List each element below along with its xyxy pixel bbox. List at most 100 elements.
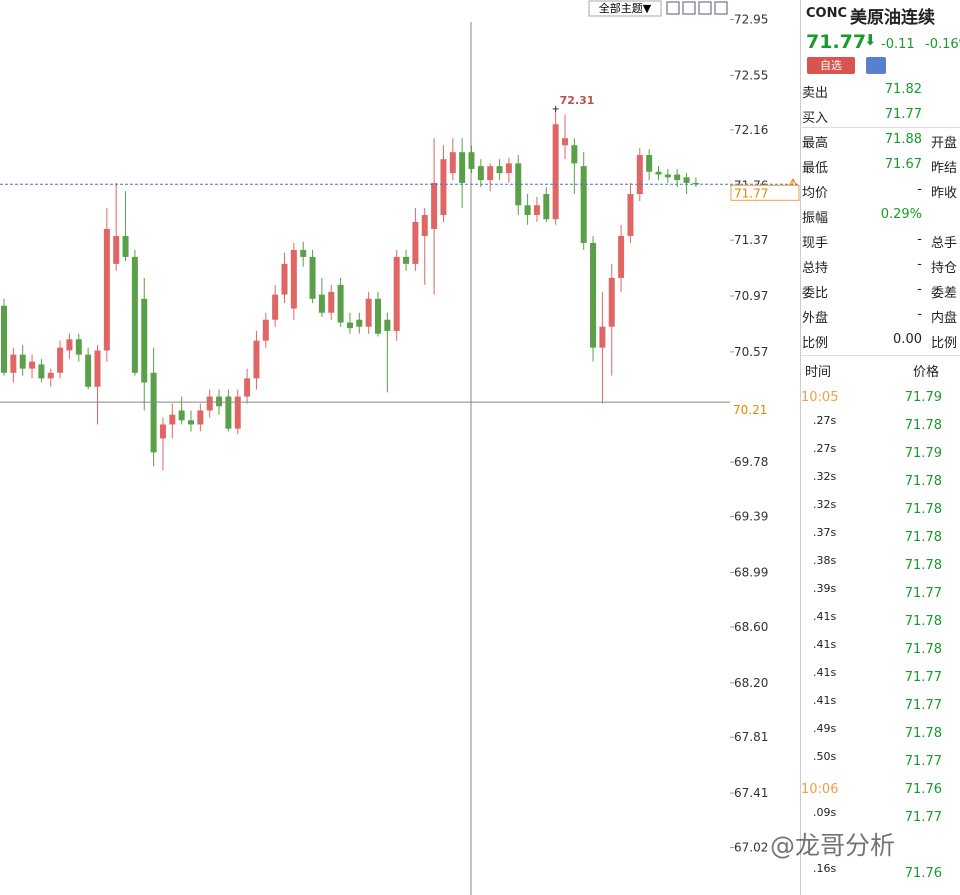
candle-body: [403, 256, 410, 264]
candle-body: [94, 350, 101, 387]
candle-body: [66, 339, 73, 351]
candle-body: [178, 410, 185, 421]
y-tick-label: 71.37: [734, 233, 768, 247]
candle-body: [664, 174, 671, 178]
candle-body: [692, 182, 699, 185]
toolbar-icons[interactable]: [666, 1, 728, 15]
trade-price: 71.77: [904, 586, 942, 601]
candle-body: [281, 263, 288, 295]
trade-price: 71.76: [904, 782, 942, 797]
candle-body: [309, 256, 316, 299]
trade-price: 71.78: [904, 558, 942, 573]
candle-body: [655, 171, 662, 175]
watch-button[interactable]: 自选: [807, 57, 855, 74]
candle-body: [244, 378, 251, 397]
theme-button[interactable]: [588, 0, 662, 17]
stat-value: 0.29%: [880, 207, 922, 222]
trades-header: 价格: [913, 365, 940, 380]
stat-label: 委比: [802, 286, 829, 301]
trade-price: 71.79: [904, 446, 942, 461]
y-tick-label: 67.41: [734, 786, 768, 800]
candle-body: [459, 152, 466, 183]
trade-time: .32s: [813, 498, 837, 511]
stat-label2: 总手: [931, 236, 958, 251]
max-label: 72.31: [560, 94, 595, 107]
candle-body: [524, 205, 531, 216]
trade-time: .27s: [813, 442, 837, 455]
candle-body: [19, 354, 26, 369]
y-tick-label: 68.60: [734, 620, 768, 634]
candle-body: [421, 215, 428, 236]
candle-body: [272, 294, 279, 320]
stat-value: 71.77: [884, 107, 922, 122]
trade-price: 71.78: [904, 474, 942, 489]
code: CONC: [806, 6, 848, 21]
trade-time: .49s: [813, 722, 837, 735]
last-price-label: 71.77: [734, 186, 768, 200]
crosshair-label: 70.21: [733, 403, 767, 417]
stat-label2: 开盘: [931, 136, 958, 151]
trade-time: .41s: [813, 694, 837, 707]
stat-value: -: [917, 182, 922, 197]
y-tick-label: 69.39: [734, 510, 768, 524]
stat-label: 比例: [802, 336, 829, 351]
candle-body: [533, 205, 540, 216]
candle-body: [216, 396, 223, 407]
candle-body: [636, 154, 643, 195]
candle-body: [608, 277, 615, 327]
y-tick-label: 69.78: [734, 455, 768, 469]
candle-body: [468, 152, 475, 169]
candle-body: [505, 163, 512, 174]
candle-body: [562, 138, 568, 146]
stat-label2: 内盘: [931, 311, 958, 326]
trade-price: 71.77: [904, 670, 942, 685]
candle-body: [262, 319, 269, 341]
candle-body: [440, 159, 447, 216]
max-marker: [552, 105, 559, 112]
trade-time: 10:05: [801, 390, 839, 405]
candle-body: [543, 194, 550, 220]
candle-body: [487, 166, 494, 181]
chart: 全部主题▼ 72.9572.5572.1671.7671.3770.9770.5…: [0, 0, 800, 895]
trade-price: 71.78: [904, 418, 942, 433]
trade-time: .50s: [813, 750, 837, 763]
stat-label2: 昨结: [931, 161, 958, 176]
stat-value: -: [917, 282, 922, 297]
y-tick-label: 67.02: [734, 841, 768, 855]
trade-time: .38s: [813, 554, 837, 567]
candle-body: [253, 340, 260, 379]
candle-body: [393, 256, 400, 331]
candle-body: [431, 182, 438, 229]
candle-body: [375, 298, 381, 334]
trade-price: 71.77: [904, 754, 942, 769]
stat-label: 外盘: [802, 311, 829, 326]
trade-time: .41s: [813, 610, 837, 623]
candle-body: [85, 354, 92, 387]
trade-price: 71.76: [904, 866, 942, 881]
down-arrow: ⬇: [864, 31, 877, 49]
stat-label2: 昨收: [931, 186, 958, 201]
candle-body: [571, 145, 578, 164]
candle-body: [159, 424, 166, 439]
candle-body: [10, 354, 17, 373]
candle-body: [197, 410, 204, 425]
trade-time: 10:06: [801, 782, 839, 797]
candle-body: [590, 242, 597, 348]
change: -0.11: [881, 37, 915, 52]
candle-body: [580, 166, 587, 243]
stat-value: -: [917, 232, 922, 247]
trade-price: 71.78: [904, 502, 942, 517]
candle-body: [477, 166, 484, 181]
trades-header: 时间: [805, 365, 832, 380]
stat-label: 总持: [802, 261, 829, 276]
candle-body: [683, 177, 690, 183]
trade-time: .32s: [813, 470, 837, 483]
sep: [800, 355, 960, 356]
candle-body: [113, 235, 120, 264]
stat-value: 71.82: [884, 82, 922, 97]
candle-body: [225, 396, 232, 429]
trade-time: .41s: [813, 638, 837, 651]
alert-button[interactable]: [866, 57, 886, 74]
candle-body: [57, 347, 64, 373]
